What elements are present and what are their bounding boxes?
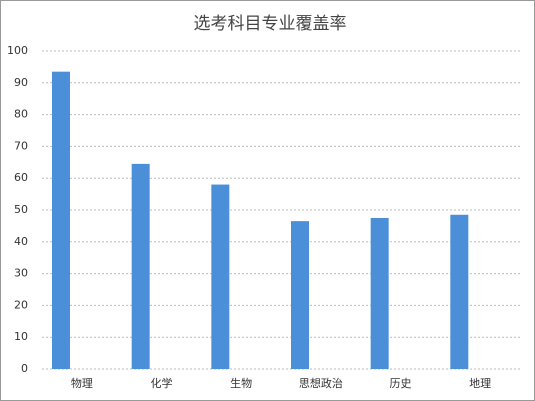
y-tick-label: 90 [14,76,28,89]
y-tick-label: 100 [7,44,28,57]
bar [291,221,309,369]
chart-title: 选考科目专业覆盖率 [194,14,347,34]
y-tick-label: 80 [14,108,28,121]
bar [211,184,230,369]
x-tick-label: 化学 [151,376,173,390]
y-tick-label: 70 [14,139,28,152]
x-tick-label: 地理 [469,377,491,390]
x-tick-label: 历史 [390,377,412,390]
bar [131,163,150,369]
y-tick-label: 20 [14,298,28,311]
x-tick-label: 生物 [230,376,252,390]
bar [52,71,70,370]
y-tick-label: 50 [14,203,28,216]
y-tick-label: 30 [14,267,28,280]
bar [450,214,469,369]
x-tick-label: 思想政治 [299,376,343,390]
y-tick-label: 10 [14,330,28,343]
bar [370,217,389,369]
x-tick-label: 物理 [71,376,93,390]
y-tick-label: 40 [14,235,28,248]
y-tick-label: 0 [21,362,28,375]
y-tick-label: 60 [14,171,28,184]
